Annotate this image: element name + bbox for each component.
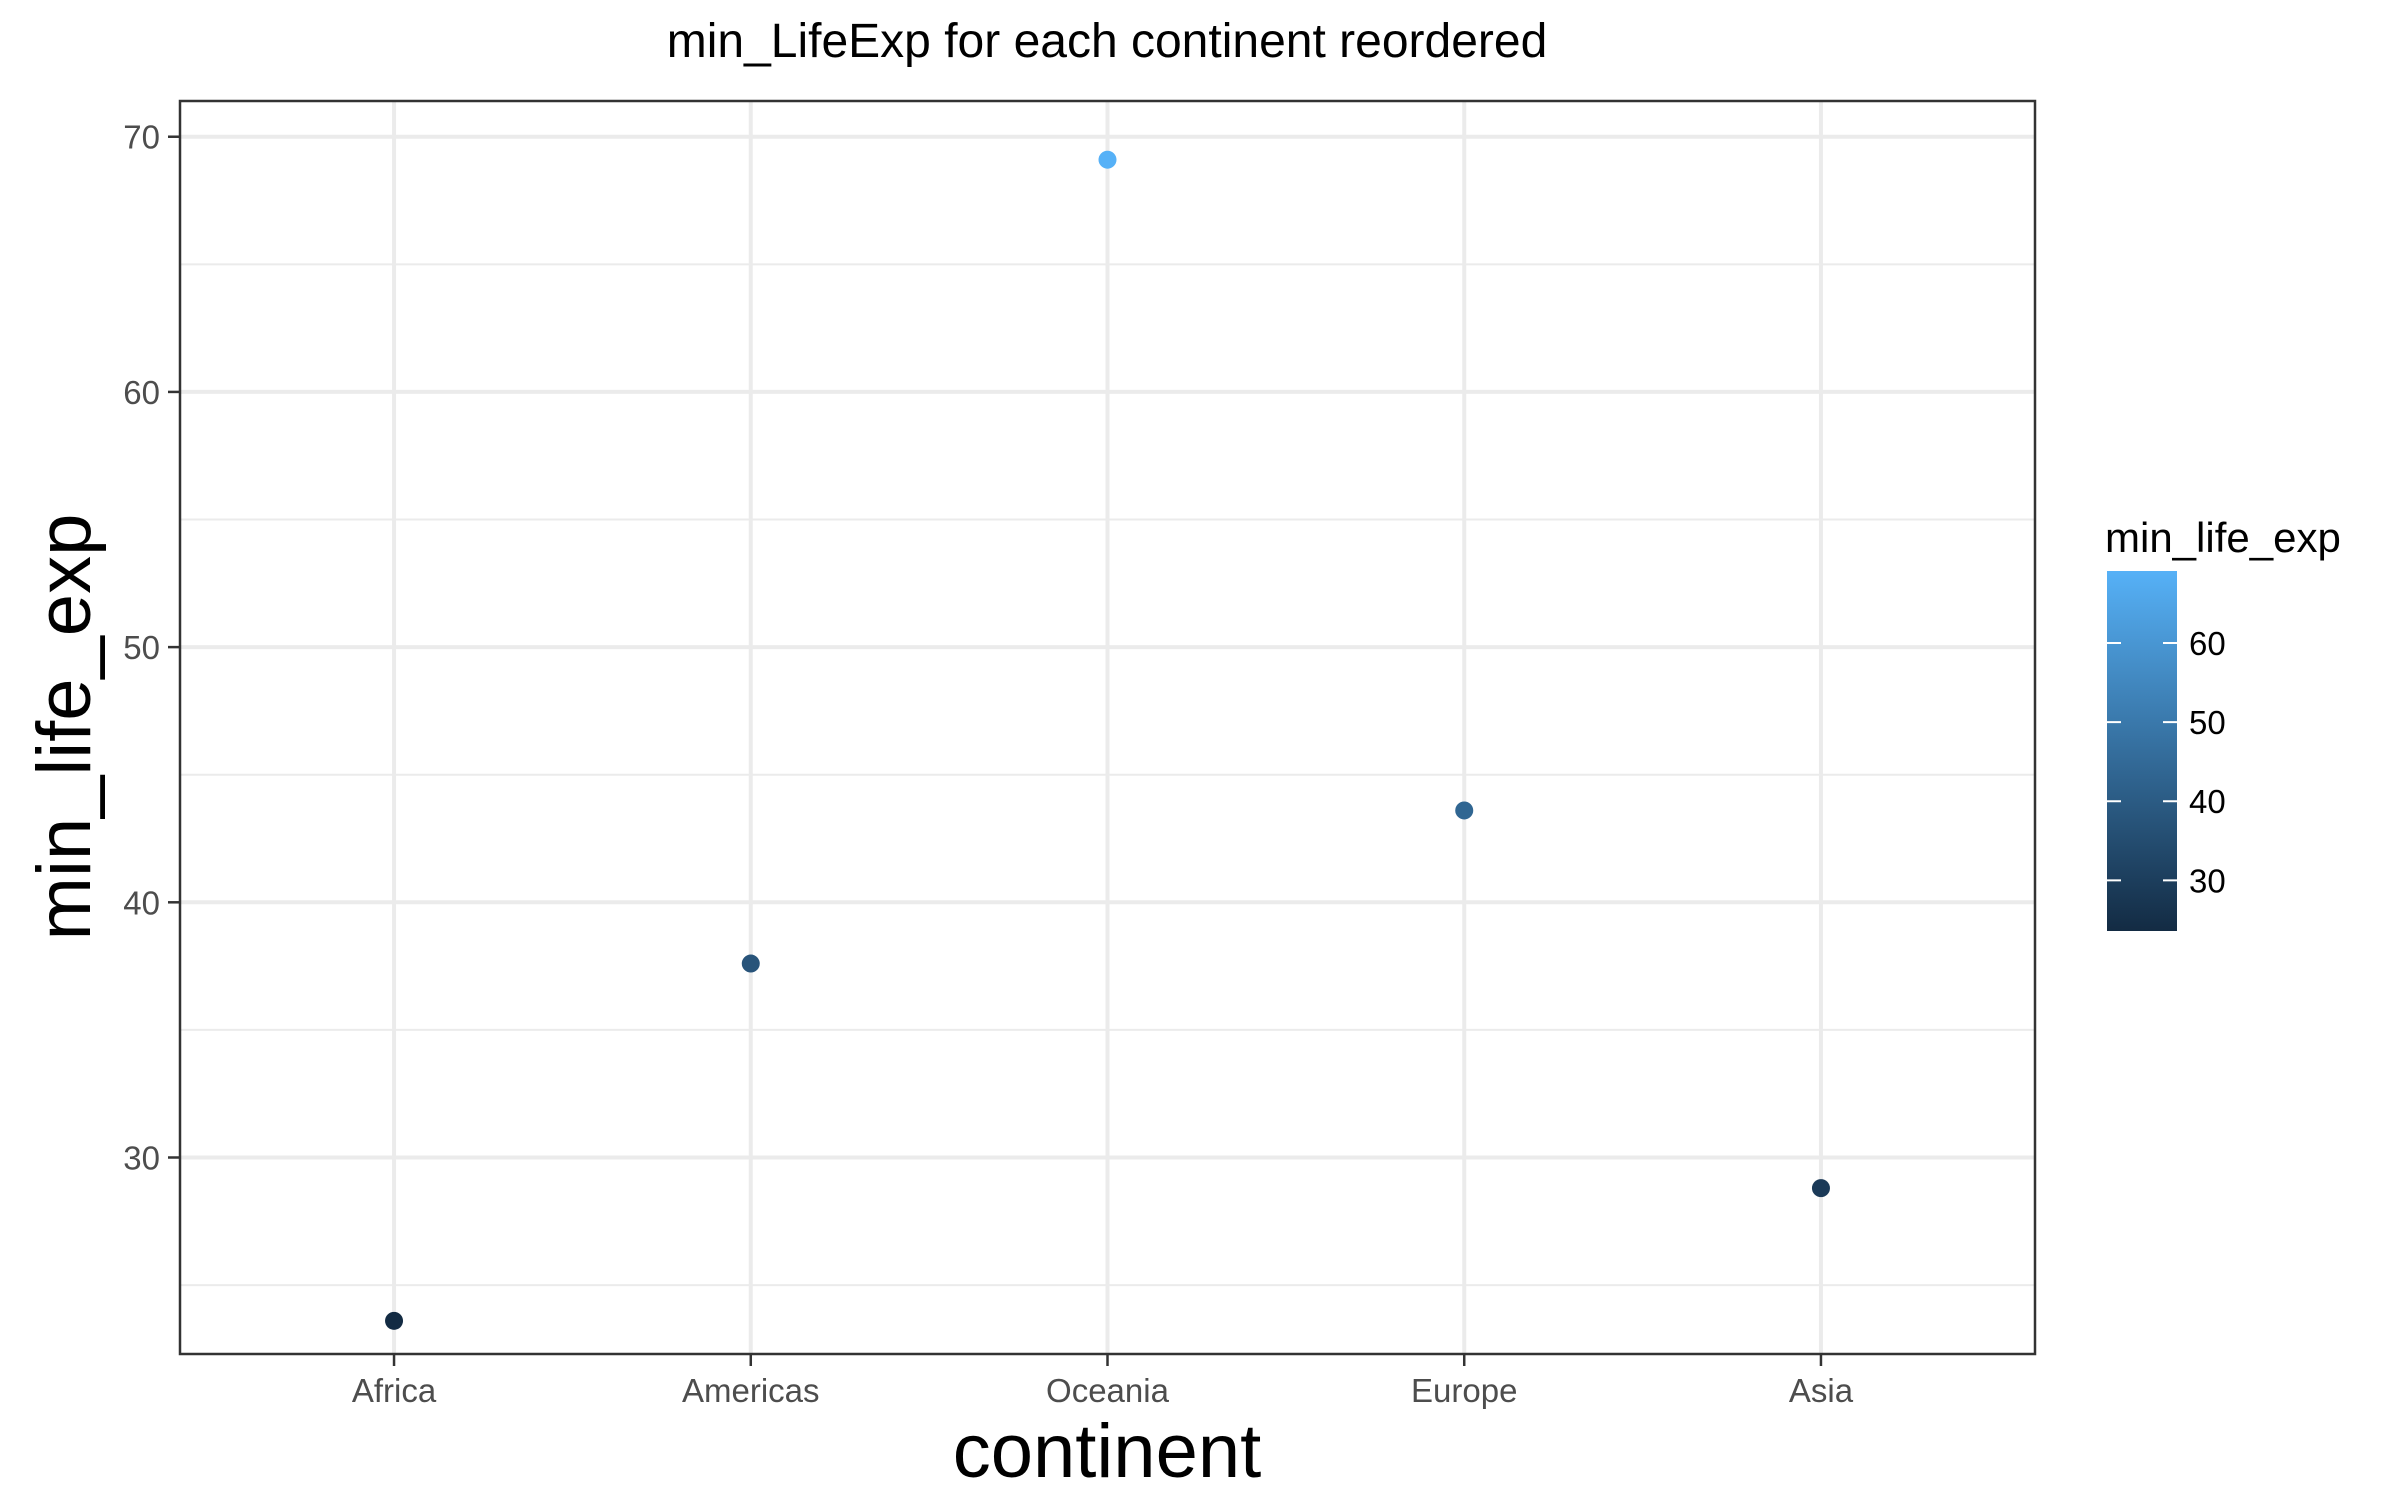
data-point (1455, 801, 1474, 820)
grid-lines (180, 101, 2035, 1354)
legend-tick-label: 60 (2189, 625, 2226, 662)
legend-tick-label: 30 (2189, 862, 2226, 899)
x-axis-title: continent (953, 1409, 1261, 1494)
y-tick-label: 30 (123, 1140, 160, 1177)
y-tick-label: 40 (123, 884, 160, 921)
data-point (1811, 1179, 1830, 1198)
y-tick-label: 70 (123, 119, 160, 156)
legend-ticks: 30 40 50 60 (2107, 625, 2226, 899)
legend-colorbar (2107, 571, 2177, 931)
data-point (1098, 150, 1117, 169)
y-tick-label: 60 (123, 374, 160, 411)
legend-tick-label: 50 (2189, 704, 2226, 741)
data-point (385, 1311, 404, 1330)
x-tick-label: Oceania (1046, 1372, 1170, 1409)
y-tick-label: 50 (123, 629, 160, 666)
data-points (385, 150, 1830, 1330)
axes: 30 40 50 60 70 Africa Americas Oceania Europe Asi… (123, 119, 1853, 1409)
chart-title: min_LifeExp for each continent reordered (667, 15, 1548, 68)
x-tick-label: Asia (1789, 1372, 1854, 1409)
legend-tick-label: 40 (2189, 783, 2226, 820)
color-legend: min_life_exp 30 40 50 60 (2105, 514, 2341, 931)
y-axis-title: min_life_exp (22, 514, 107, 941)
x-tick-label: Americas (682, 1372, 820, 1409)
data-point (741, 954, 760, 973)
legend-title: min_life_exp (2105, 514, 2341, 561)
x-tick-label: Europe (1411, 1372, 1517, 1409)
x-tick-label: Africa (352, 1372, 437, 1409)
